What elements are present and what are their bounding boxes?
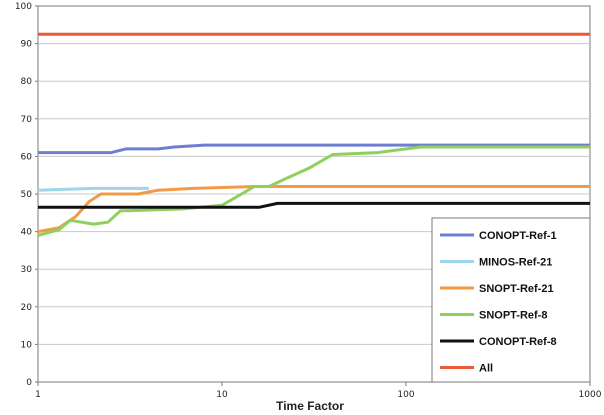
legend-label-all: All [479, 363, 493, 375]
series-line-snopt-ref-8 [37, 145, 590, 237]
x-tick-label: 1000 [579, 390, 602, 400]
x-tick-label: 100 [397, 390, 414, 400]
series-line-conopt-ref-8 [38, 201, 590, 209]
x-tick-label: 10 [216, 390, 228, 400]
y-axis-ticks: 0 10 20 30 40 50 60 70 80 90 100 [15, 2, 38, 388]
x-tick-label: 1 [35, 390, 41, 400]
legend-label-conopt-ref-8: CONOPT-Ref-8 [479, 336, 557, 348]
legend-label-conopt-ref-1: CONOPT-Ref-1 [479, 230, 557, 242]
x-axis-label: Time Factor [276, 399, 344, 413]
legend-box [431, 217, 591, 383]
y-tick-label: 20 [21, 303, 33, 313]
y-tick-label: 10 [21, 340, 33, 350]
legend: CONOPT-Ref-1 MINOS-Ref-21 SNOPT-Ref-21 SNOP… [431, 217, 591, 383]
legend-label-snopt-ref-21: SNOPT-Ref-21 [479, 283, 554, 295]
series-lines [37, 32, 590, 237]
y-tick-label: 60 [21, 152, 33, 162]
y-tick-label: 30 [21, 265, 33, 275]
x-axis-ticks: 1 10 100 1000 [35, 382, 602, 400]
y-tick-label: 100 [15, 2, 32, 12]
y-tick-label: 70 [21, 115, 33, 125]
legend-label-snopt-ref-8: SNOPT-Ref-8 [479, 310, 547, 322]
y-tick-label: 50 [21, 190, 33, 200]
series-line-minos-ref-21 [37, 186, 149, 192]
y-tick-label: 40 [21, 228, 33, 238]
series-line-conopt-ref-1 [38, 143, 590, 155]
legend-label-minos-ref-21: MINOS-Ref-21 [479, 257, 552, 269]
y-tick-label: 90 [21, 40, 33, 50]
y-tick-label: 80 [21, 77, 33, 87]
y-tick-label: 0 [26, 378, 32, 388]
